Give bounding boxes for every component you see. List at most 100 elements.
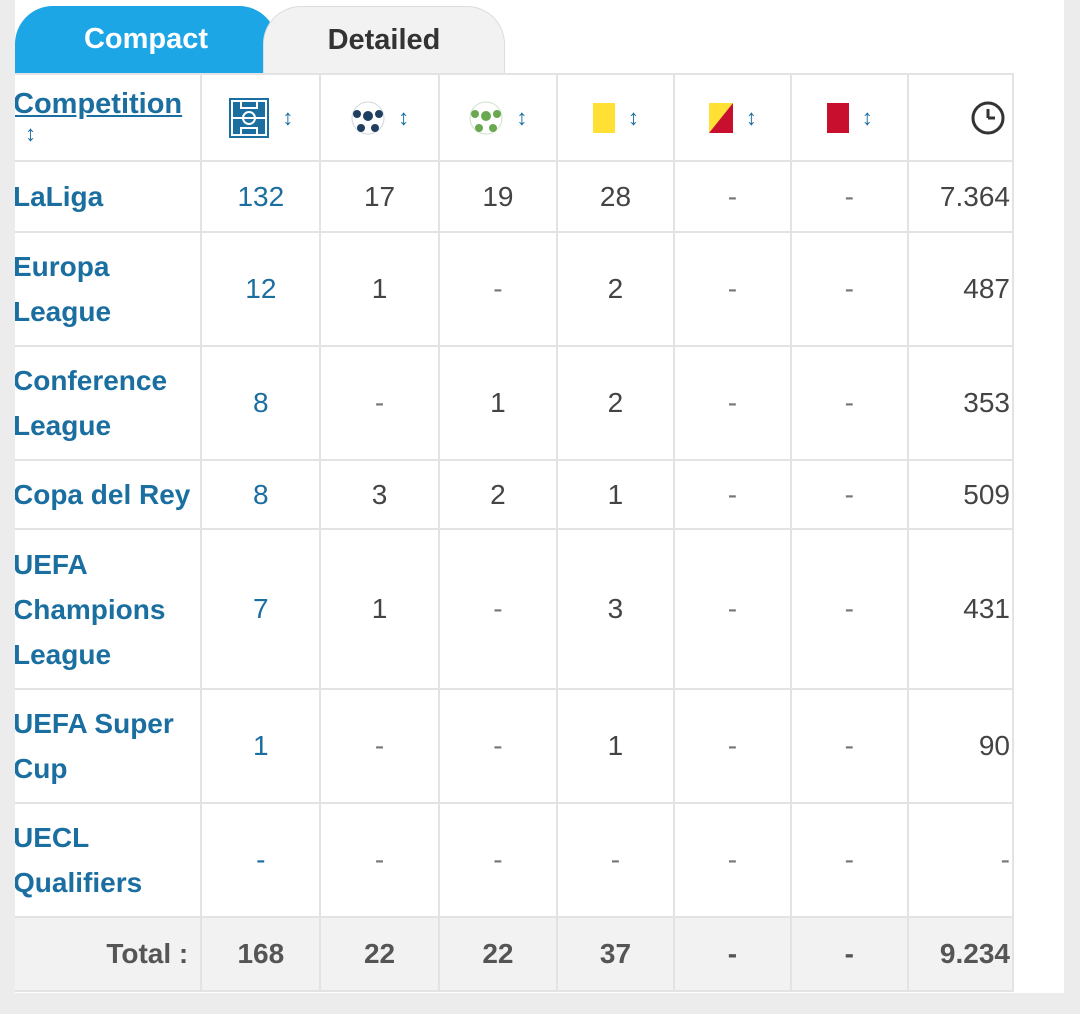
sort-icon[interactable]: ↕ [745,104,757,130]
competition-cell[interactable]: Europa League [15,231,203,347]
second-yellow-cell: - [672,802,792,918]
assists-ball-icon [469,101,503,134]
yellow-cards-header[interactable]: ↕ [556,73,675,162]
sort-icon[interactable]: ↕ [282,104,294,130]
competition-cell[interactable]: LaLiga [15,160,203,233]
competition-cell[interactable]: UEFA Champions League [15,528,203,690]
yellow-cell: 3 [556,528,675,690]
total-label: Total : [15,916,203,992]
apps-cell[interactable]: 7 [200,528,322,690]
red-cell: - [789,688,909,804]
apps-cell[interactable]: 12 [200,231,322,347]
goals-cell: - [319,345,440,461]
red-cell: - [789,528,909,690]
total-row: Total : 168 22 22 37 - - 9.234 [15,916,1015,992]
second-yellow-cell: - [672,231,792,347]
competition-cell[interactable]: Conference League [15,345,203,461]
left-edge [0,0,15,1014]
yellow-cell: 28 [556,160,675,233]
goals-cell: 17 [319,160,440,233]
yellow-cell: 1 [556,459,675,530]
red-cell: - [789,802,909,918]
yellow-cell: - [556,802,675,918]
yellow-cell: 2 [556,231,675,347]
red-cell: - [789,345,909,461]
red-cell: - [789,160,909,233]
apps-cell[interactable]: 8 [200,345,322,461]
competition-cell[interactable]: UECL Qualifiers [15,802,203,918]
right-edge [1064,0,1080,1014]
goals-cell: - [319,802,440,918]
tab-detailed[interactable]: Detailed [263,6,505,75]
sort-icon[interactable]: ↕ [516,104,528,130]
goals-cell: 3 [319,459,440,530]
table-row: Copa del Rey 8 3 2 1 - - 509 [15,459,1015,530]
competition-cell[interactable]: UEFA Super Cup [15,688,203,804]
assists-cell: - [437,231,559,347]
apps-cell[interactable]: 1 [200,688,322,804]
red-card-icon [826,102,849,133]
assists-cell: - [437,688,559,804]
second-yellow-cell: - [672,160,792,233]
total-red-cell: - [789,916,909,992]
assists-cell: - [437,802,559,918]
apps-cell[interactable]: 132 [200,160,322,233]
assists-cell: 1 [437,345,559,461]
goals-ball-icon [351,101,385,134]
minutes-cell: 90 [906,688,1015,804]
minutes-cell: 509 [906,459,1015,530]
goals-cell: 1 [319,231,440,347]
apps-cell[interactable]: - [200,802,322,918]
table-row: UECL Qualifiers - - - - - - - [15,802,1015,918]
assists-cell: 19 [437,160,559,233]
sort-icon[interactable]: ↕ [25,121,36,146]
assists-cell: 2 [437,459,559,530]
minutes-cell: 431 [906,528,1015,690]
total-goals-cell: 22 [319,916,440,992]
total-second-yellow-cell: - [672,916,792,992]
pitch-appearances-icon [229,97,270,138]
goals-header[interactable]: ↕ [319,73,440,162]
tab-compact[interactable]: Compact [15,6,277,74]
red-cell: - [789,459,909,530]
table-row: UEFA Super Cup 1 - - 1 - - 90 [15,688,1015,804]
competition-sort-link[interactable]: Competition [15,88,183,120]
sort-icon[interactable]: ↕ [627,104,639,130]
second-yellow-cell: - [672,688,792,804]
second-yellow-card-icon [708,102,733,133]
second-yellow-cell: - [672,459,792,530]
stats-table-container: Competition↕ ↕ [15,73,1064,993]
yellow-cell: 1 [556,688,675,804]
minutes-cell: 353 [906,345,1015,461]
goals-cell: - [319,688,440,804]
red-cards-header[interactable]: ↕ [789,73,909,162]
sort-icon[interactable]: ↕ [861,104,873,130]
apps-cell[interactable]: 8 [200,459,322,530]
total-apps-cell: 168 [200,916,322,992]
second-yellow-cell: - [672,528,792,690]
table-row: Conference League 8 - 1 2 - - 353 [15,345,1015,461]
table-header-row: Competition↕ ↕ [15,73,1015,162]
sort-icon[interactable]: ↕ [398,104,410,130]
red-cell: - [789,231,909,347]
minutes-cell: 487 [906,231,1015,347]
minutes-header [906,73,1015,162]
assists-cell: - [437,528,559,690]
total-assists-cell: 22 [437,916,559,992]
goals-cell: 1 [319,528,440,690]
total-minutes-cell: 9.234 [906,916,1015,992]
assists-header[interactable]: ↕ [437,73,559,162]
appearances-header[interactable]: ↕ [200,73,322,162]
competition-header[interactable]: Competition↕ [15,73,203,162]
minutes-cell: - [906,802,1015,918]
clock-minutes-icon [971,101,1005,134]
total-yellow-cell: 37 [556,916,675,992]
table-row: UEFA Champions League 7 1 - 3 - - 431 [15,528,1015,690]
competition-cell[interactable]: Copa del Rey [15,459,203,530]
stats-table: Competition↕ ↕ [15,73,1015,992]
bottom-edge [0,993,1080,1014]
table-row: LaLiga 132 17 19 28 - - 7.364 [15,160,1015,233]
second-yellow-header[interactable]: ↕ [672,73,792,162]
table-row: Europa League 12 1 - 2 - - 487 [15,231,1015,347]
yellow-cell: 2 [556,345,675,461]
